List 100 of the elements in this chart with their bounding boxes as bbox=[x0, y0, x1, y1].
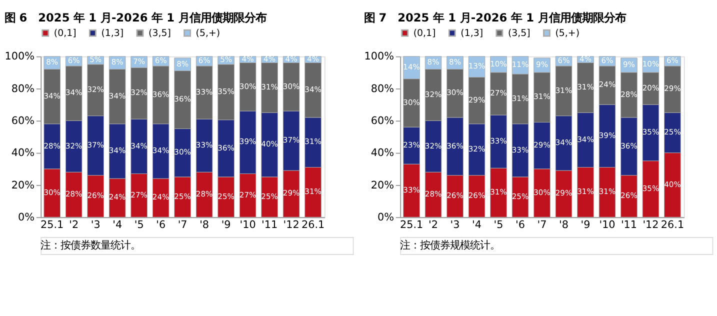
data-label: 26% bbox=[468, 191, 486, 200]
data-label: 26% bbox=[446, 191, 464, 200]
data-label: 28% bbox=[620, 90, 638, 99]
x-tick-label: '12 bbox=[642, 219, 659, 232]
x-tick-label: '10 bbox=[240, 219, 256, 232]
data-label: 34% bbox=[304, 84, 322, 94]
y-tick-label: 0% bbox=[377, 211, 394, 224]
data-label: 36% bbox=[446, 141, 464, 150]
x-tick-label: '11 bbox=[620, 219, 638, 232]
y-tick-label: 40% bbox=[11, 147, 35, 160]
x-tick-label: '12 bbox=[283, 219, 300, 232]
data-label: 8% bbox=[111, 58, 124, 67]
data-label: 28% bbox=[424, 190, 442, 199]
legend-label: (0,1] bbox=[413, 28, 436, 39]
data-label: 24% bbox=[598, 80, 616, 90]
x-tick-label: '3 bbox=[90, 219, 100, 232]
data-label: 6% bbox=[601, 56, 614, 66]
data-label: 24% bbox=[152, 192, 170, 202]
data-label: 33% bbox=[490, 136, 507, 146]
data-label: 31% bbox=[577, 187, 594, 196]
data-label: 34% bbox=[577, 134, 594, 144]
x-tick-label: '2 bbox=[69, 219, 79, 232]
data-label: 31% bbox=[304, 187, 322, 196]
data-label: 6% bbox=[666, 56, 678, 66]
data-label: 4% bbox=[242, 54, 254, 64]
data-label: 32% bbox=[65, 141, 82, 150]
x-tick-label: 26.1 bbox=[301, 219, 325, 232]
y-tick-label: 80% bbox=[370, 82, 394, 95]
data-label: 32% bbox=[468, 144, 486, 154]
data-label: 27% bbox=[130, 190, 148, 200]
data-label: 24% bbox=[108, 192, 126, 202]
x-tick-label: '8 bbox=[559, 219, 568, 232]
data-label: 11% bbox=[512, 60, 529, 70]
data-label: 8% bbox=[427, 58, 440, 67]
data-label: 9% bbox=[536, 60, 548, 70]
legend-label: (0,1] bbox=[54, 28, 76, 39]
data-label: 25% bbox=[218, 192, 234, 201]
data-label: 32% bbox=[130, 88, 148, 98]
data-label: 29% bbox=[468, 95, 486, 104]
data-label: 6% bbox=[154, 56, 167, 66]
data-label: 29% bbox=[555, 188, 572, 198]
x-tick-label: '8 bbox=[200, 219, 210, 232]
data-label: 26% bbox=[87, 191, 104, 200]
data-label: 35% bbox=[642, 128, 660, 137]
data-label: 33% bbox=[196, 87, 213, 96]
data-label: 27% bbox=[239, 190, 256, 200]
data-label: 30% bbox=[403, 98, 420, 107]
data-label: 5% bbox=[90, 55, 102, 64]
data-label: 36% bbox=[174, 94, 191, 104]
data-label: 32% bbox=[424, 141, 442, 150]
data-label: 30% bbox=[44, 188, 60, 197]
data-label: 4% bbox=[264, 54, 276, 64]
data-label: 29% bbox=[664, 84, 681, 94]
text: 注：按债券规模统计。 bbox=[400, 239, 500, 252]
data-label: 29% bbox=[282, 188, 300, 198]
data-label: 8% bbox=[449, 58, 462, 67]
data-label: 27% bbox=[490, 88, 507, 98]
data-label: 34% bbox=[44, 91, 60, 100]
x-tick-label: '9 bbox=[221, 219, 231, 232]
data-label: 31% bbox=[598, 187, 616, 196]
data-label: 4% bbox=[580, 54, 592, 64]
x-tick-label: '2 bbox=[428, 219, 438, 232]
text: 注：按债券数量统计。 bbox=[40, 239, 141, 252]
data-label: 36% bbox=[152, 90, 170, 99]
x-tick-label: '5 bbox=[494, 219, 504, 232]
y-tick-label: 100% bbox=[364, 50, 394, 63]
x-tick-label: 26.1 bbox=[660, 219, 684, 232]
data-label: 28% bbox=[44, 141, 60, 150]
data-label: 5% bbox=[220, 55, 232, 64]
x-tick-label: '9 bbox=[580, 219, 590, 232]
data-label: 28% bbox=[65, 190, 82, 199]
data-label: 37% bbox=[282, 136, 300, 145]
x-tick-label: '5 bbox=[134, 219, 144, 232]
data-label: 33% bbox=[512, 145, 529, 154]
data-label: 30% bbox=[174, 148, 191, 157]
data-label: 39% bbox=[598, 130, 616, 140]
data-label: 40% bbox=[664, 180, 681, 189]
data-label: 20% bbox=[642, 83, 660, 92]
data-label: 31% bbox=[555, 86, 572, 95]
y-tick-label: 20% bbox=[370, 179, 394, 192]
data-label: 31% bbox=[261, 82, 278, 92]
data-label: 31% bbox=[304, 137, 322, 146]
y-tick-label: 100% bbox=[4, 50, 35, 63]
x-tick-label: '4 bbox=[472, 219, 482, 232]
data-label: 14% bbox=[403, 62, 420, 72]
data-label: 32% bbox=[424, 90, 442, 99]
data-label: 8% bbox=[176, 59, 189, 68]
data-label: 9% bbox=[622, 60, 635, 70]
x-tick-label: '11 bbox=[262, 219, 278, 232]
y-tick-label: 20% bbox=[11, 179, 35, 192]
data-label: 31% bbox=[534, 92, 550, 102]
data-label: 26% bbox=[620, 191, 638, 200]
data-label: 30% bbox=[239, 82, 256, 91]
data-label: 13% bbox=[468, 62, 486, 71]
data-label: 39% bbox=[239, 137, 256, 146]
data-label: 33% bbox=[403, 185, 420, 194]
data-label: 31% bbox=[577, 82, 594, 92]
data-label: 31% bbox=[490, 188, 507, 196]
data-label: 6% bbox=[558, 56, 570, 66]
data-label: 7% bbox=[133, 56, 146, 66]
